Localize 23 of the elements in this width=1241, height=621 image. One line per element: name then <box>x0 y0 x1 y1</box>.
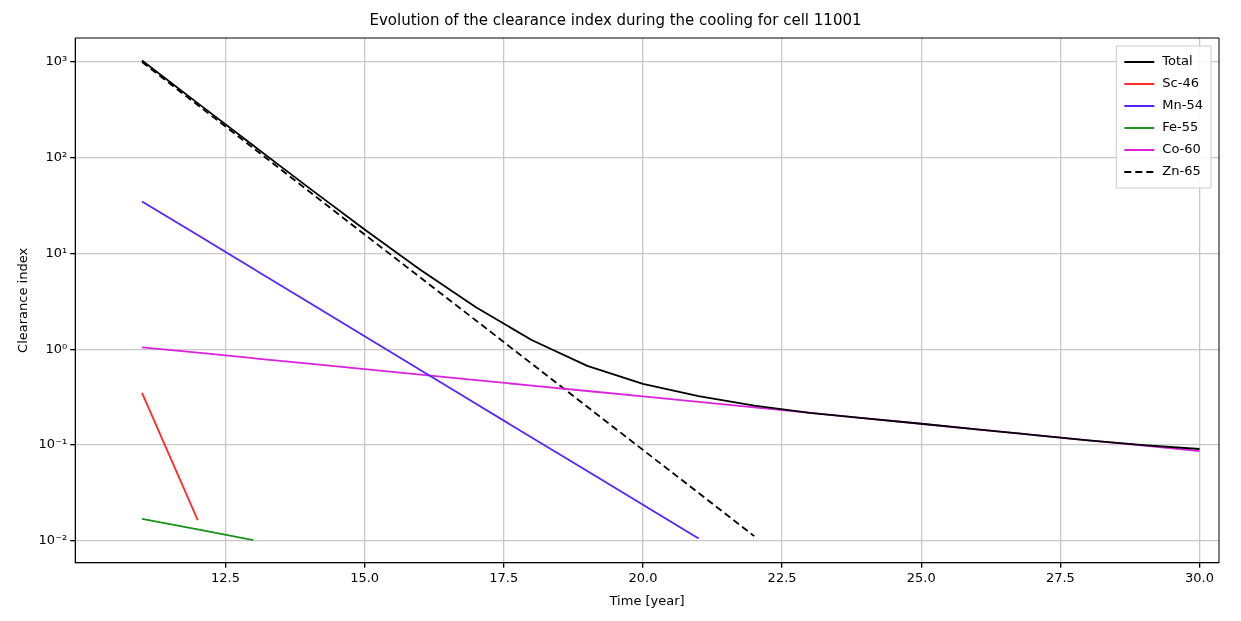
legend-label: Total <box>1161 53 1193 69</box>
x-tick-label: 22.5 <box>767 569 797 585</box>
x-tick-label: 25.0 <box>906 569 936 585</box>
legend-label: Co-60 <box>1162 141 1201 157</box>
x-tick-label: 12.5 <box>211 569 240 585</box>
legend-label: Fe-55 <box>1162 119 1199 135</box>
x-tick-label: 17.5 <box>489 569 519 585</box>
legend-label: Sc-46 <box>1162 75 1199 91</box>
y-tick-label: 10² <box>45 149 68 165</box>
x-axis-title: Time [year] <box>608 592 685 608</box>
y-tick-label: 10⁰ <box>45 340 68 356</box>
y-tick-label: 10³ <box>45 53 68 69</box>
chart-title: Evolution of the clearance index during the cooling for cell 11001 <box>369 10 862 29</box>
legend-label: Zn-65 <box>1162 163 1201 179</box>
x-tick-label: 15.0 <box>350 569 380 585</box>
y-axis-title: Clearance index <box>15 247 31 353</box>
y-tick-label: 10¹ <box>45 244 68 260</box>
x-tick-label: 27.5 <box>1045 569 1075 585</box>
x-tick-label: 20.0 <box>628 569 658 585</box>
x-tick-label: 30.0 <box>1185 569 1214 585</box>
y-tick-label: 10⁻¹ <box>38 436 68 452</box>
y-tick-label: 10⁻² <box>38 532 68 548</box>
legend-label: Mn-54 <box>1162 97 1204 113</box>
